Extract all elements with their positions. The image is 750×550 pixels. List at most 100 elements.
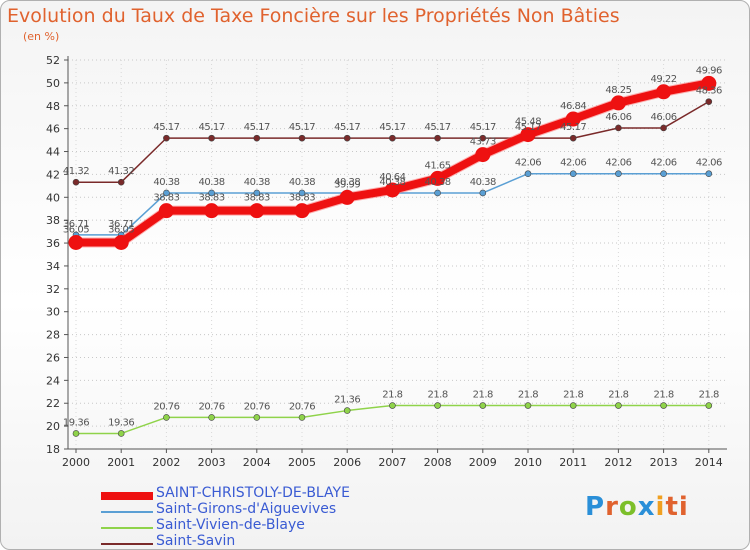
y-tick-label: 40 <box>46 191 60 204</box>
legend-swatch <box>101 492 153 500</box>
data-point <box>479 134 487 142</box>
data-point <box>569 134 577 142</box>
data-point <box>339 189 355 205</box>
data-point <box>72 430 80 437</box>
data-label: 38.83 <box>244 193 270 204</box>
data-label: 42.06 <box>515 158 541 169</box>
data-label: 19.36 <box>63 417 89 428</box>
y-tick-label: 30 <box>46 306 60 319</box>
data-label: 36.05 <box>63 224 89 235</box>
data-label: 21.8 <box>518 390 538 401</box>
data-point <box>253 189 261 197</box>
data-label: 36.05 <box>108 224 134 235</box>
x-tick-label: 2014 <box>695 456 723 469</box>
y-tick-label: 24 <box>46 374 60 387</box>
data-label: 20.76 <box>153 401 179 412</box>
y-tick-label: 50 <box>46 77 60 90</box>
x-tick-label: 2000 <box>62 456 90 469</box>
data-point <box>208 414 215 421</box>
data-label: 40.38 <box>289 177 315 188</box>
data-point <box>204 203 220 219</box>
y-tick-label: 32 <box>46 283 60 296</box>
data-point <box>434 402 441 409</box>
proxiti-logo: Proxiti <box>585 492 689 522</box>
data-point <box>434 189 441 197</box>
x-tick-label: 2002 <box>152 456 180 469</box>
data-label: 41.65 <box>425 160 451 171</box>
data-point <box>705 98 713 105</box>
data-point <box>705 402 713 409</box>
data-point <box>524 402 532 409</box>
data-point <box>343 407 351 414</box>
data-label: 46.06 <box>651 112 677 123</box>
data-point <box>163 134 170 142</box>
data-label: 40.38 <box>379 177 405 188</box>
legend-label: Saint-Vivien-de-Blaye <box>156 517 305 533</box>
data-label: 45.17 <box>425 122 451 133</box>
data-label: 40.38 <box>199 177 225 188</box>
data-point <box>253 134 261 142</box>
data-point <box>117 178 125 186</box>
data-label: 46.84 <box>560 101 586 112</box>
y-tick-label: 28 <box>46 329 60 342</box>
data-label: 45.17 <box>289 122 315 133</box>
data-point <box>298 134 306 142</box>
data-point <box>294 203 310 219</box>
y-tick-label: 48 <box>46 100 60 113</box>
legend-label: Saint-Girons-d'Aiguevives <box>156 501 337 517</box>
data-label: 20.76 <box>289 401 315 412</box>
data-label: 42.06 <box>605 158 631 169</box>
y-tick-label: 42 <box>46 168 60 181</box>
data-label: 45.17 <box>379 122 405 133</box>
x-tick-label: 2001 <box>107 456 135 469</box>
data-point <box>565 111 581 127</box>
data-point <box>475 147 491 163</box>
legend-label: Saint-Savin <box>156 533 236 549</box>
y-tick-label: 44 <box>46 146 60 159</box>
data-label: 21.8 <box>653 390 673 401</box>
legend-swatch <box>101 527 153 529</box>
data-label: 19.36 <box>108 417 134 428</box>
data-point <box>615 402 622 409</box>
x-tick-label: 2008 <box>424 456 452 469</box>
x-tick-label: 2006 <box>333 456 361 469</box>
data-label: 21.36 <box>334 395 360 406</box>
chart-title: Evolution du Taux de Taxe Foncière sur l… <box>7 5 620 27</box>
data-label: 38.83 <box>199 193 225 204</box>
x-tick-label: 2010 <box>514 456 542 469</box>
data-label: 45.17 <box>470 122 496 133</box>
data-point <box>569 402 577 409</box>
data-label: 48.25 <box>605 85 631 96</box>
data-label: 21.8 <box>382 390 402 401</box>
legend-swatch <box>101 511 153 513</box>
data-label: 45.17 <box>153 122 179 133</box>
x-tick-label: 2007 <box>378 456 406 469</box>
data-label: 48.36 <box>696 86 722 97</box>
y-tick-label: 18 <box>46 443 60 456</box>
data-point <box>72 178 80 186</box>
data-point <box>520 127 536 143</box>
data-point <box>569 170 577 178</box>
data-point <box>610 95 626 111</box>
y-tick-label: 34 <box>46 260 60 273</box>
data-label: 45.17 <box>199 122 225 133</box>
data-point <box>158 203 174 219</box>
data-label: 40.38 <box>244 177 270 188</box>
data-label: 41.32 <box>63 166 89 177</box>
data-point <box>253 414 261 421</box>
data-label: 21.8 <box>699 390 719 401</box>
data-label: 38.83 <box>153 193 179 204</box>
unit-label: (en %) <box>23 30 60 43</box>
x-tick-label: 2013 <box>650 456 678 469</box>
data-label: 40.64 <box>379 172 405 183</box>
y-tick-label: 38 <box>46 214 60 227</box>
data-point <box>298 189 306 197</box>
data-label: 42.06 <box>696 158 722 169</box>
data-point <box>208 134 215 142</box>
data-label: 40.38 <box>470 177 496 188</box>
y-tick-label: 26 <box>46 351 60 364</box>
data-point <box>208 189 215 197</box>
data-label: 43.73 <box>470 137 496 148</box>
data-point <box>479 189 487 197</box>
